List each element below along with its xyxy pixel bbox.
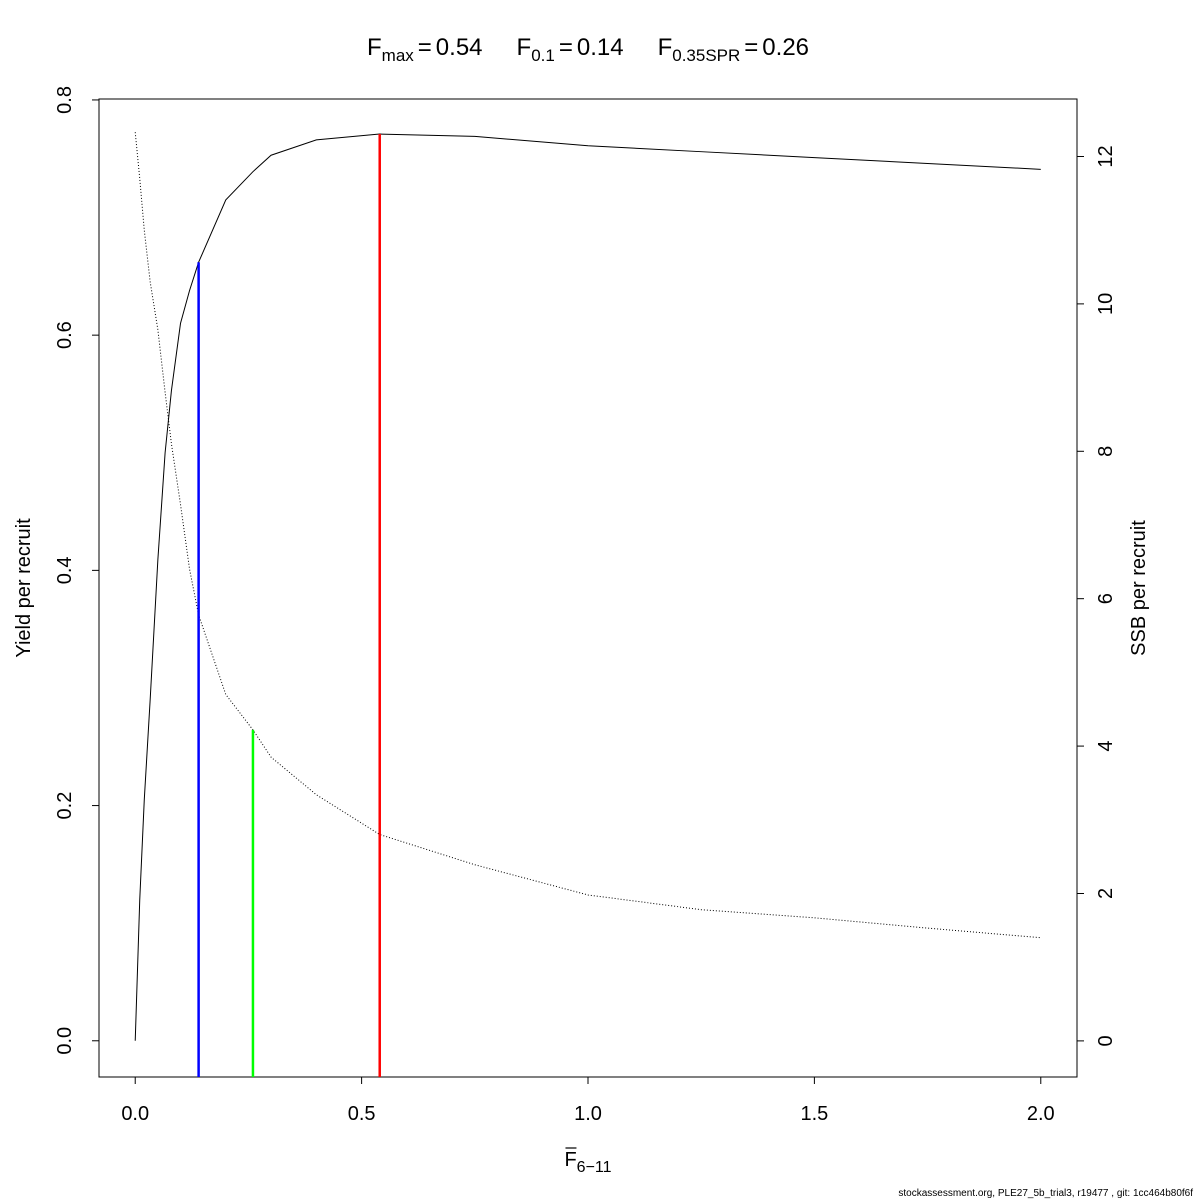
y2-tick-label: 12	[1095, 145, 1117, 167]
y-tick-label: 0.0	[54, 1027, 76, 1055]
x-label-subscript: 6−11	[577, 1159, 612, 1176]
x-tick-label: 2.0	[1027, 1103, 1055, 1125]
plot-frame	[98, 98, 1078, 1078]
title-value: 0.54	[436, 34, 483, 61]
y2-tick-label: 2	[1095, 888, 1117, 899]
chart-title: Fmax = 0.54 F0.1 = 0.14 F0.35SPR = 0.26	[367, 34, 809, 65]
title-value: 0.26	[762, 34, 809, 61]
title-subscript: 0.35SPR	[672, 46, 740, 65]
title-symbol: F	[517, 34, 532, 61]
y-axis-label: Yield per recruit	[13, 518, 35, 658]
y-tick-label: 0.8	[54, 86, 76, 114]
footnote: stockassessment.org, PLE27_5b_trial3, r1…	[898, 1188, 1193, 1199]
title-subscript: max	[382, 46, 415, 65]
title-operator: =	[744, 34, 758, 61]
x-tick-label: 1.0	[574, 1103, 602, 1125]
curve	[134, 133, 1041, 1041]
y2-tick-label: 10	[1095, 293, 1117, 315]
y-tick-label: 0.6	[54, 321, 76, 349]
y-tick-label: 0.2	[54, 792, 76, 820]
title-symbol: F	[658, 34, 673, 61]
y2-tick-label: 0	[1095, 1035, 1117, 1046]
y2-axis-label: SSB per recruit	[1128, 520, 1150, 656]
y-tick-label: 0.4	[54, 556, 76, 584]
y2-tick-label: 8	[1095, 446, 1117, 457]
x-tick-label: 0.5	[348, 1103, 376, 1125]
x-tick-label: 0.0	[121, 1103, 149, 1125]
curve	[134, 132, 1041, 939]
x-axis-label: F6−11	[564, 1149, 611, 1176]
title-operator: =	[559, 34, 573, 61]
x-tick-label: 1.5	[800, 1103, 828, 1125]
y2-tick-label: 4	[1095, 741, 1117, 752]
y2-tick-label: 6	[1095, 593, 1117, 604]
title-subscript: 0.1	[531, 46, 555, 65]
title-value: 0.14	[577, 34, 624, 61]
x-label-symbol: F	[564, 1149, 576, 1171]
title-symbol: F	[367, 34, 382, 61]
title-operator: =	[418, 34, 432, 61]
